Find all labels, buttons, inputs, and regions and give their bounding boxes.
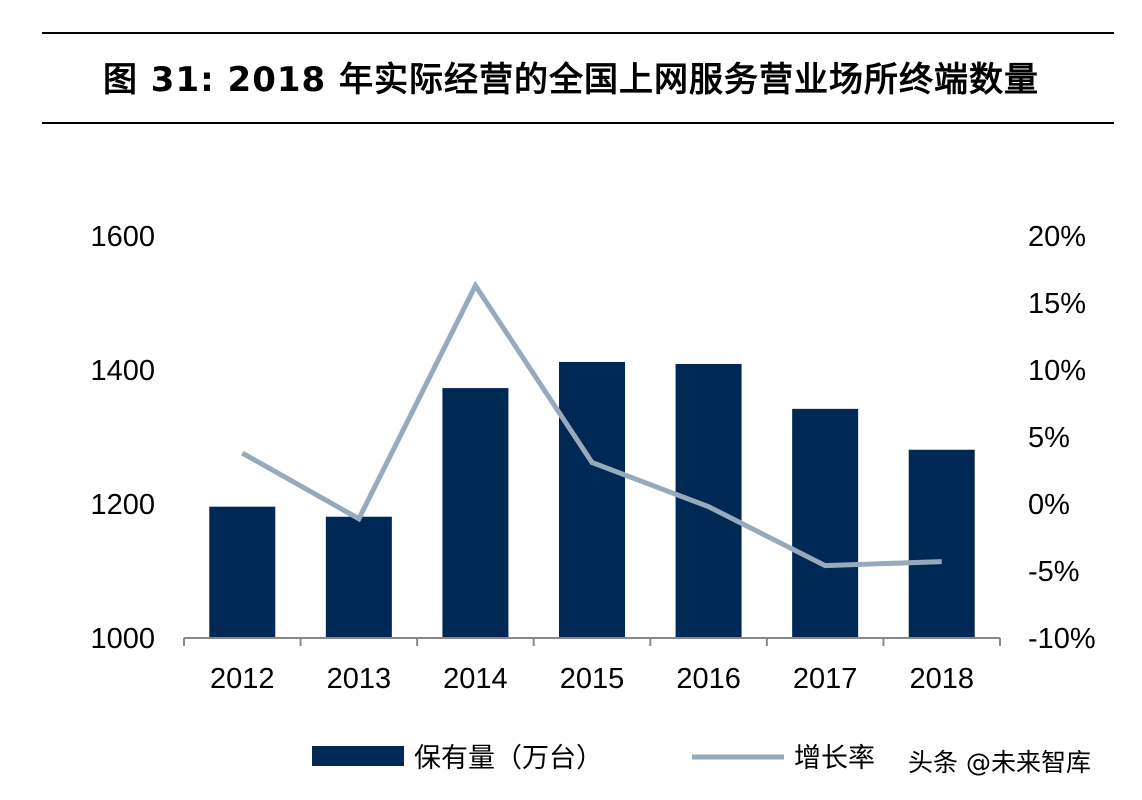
x-tick-label: 2017 [793,663,858,695]
bar-2014 [442,388,509,638]
legend-bar-swatch [312,746,404,766]
y-left-tick-label: 1200 [90,489,155,521]
y-right-tick-label: 5% [1028,422,1070,454]
bar-2017 [792,408,859,638]
x-tick-label: 2012 [210,663,275,695]
x-tick-label: 2018 [909,663,974,695]
legend-line-label: 增长率 [794,743,875,774]
x-tick-label: 2015 [560,663,625,695]
y-right-tick-label: -5% [1028,556,1080,588]
y-left-tick-label: 1600 [90,221,155,253]
y-right-tick-label: 15% [1028,288,1086,320]
bar-2016 [675,363,742,638]
y-left-tick-label: 1400 [90,355,155,387]
legend-bar-label: 保有量（万台） [414,743,603,774]
bar-2018 [908,449,975,638]
y-right-tick-label: 20% [1028,221,1086,253]
y-right-tick-label: 10% [1028,355,1086,387]
chart-title: 图 31: 2018 年实际经营的全国上网服务营业场所终端数量 [102,60,1040,100]
bar-2015 [559,361,625,638]
title-rule [42,122,1114,124]
top-rule [42,32,1114,34]
bar-2013 [325,516,392,638]
bar-2012 [209,506,276,638]
watermark: 头条 @未来智库 [908,748,1091,777]
y-right-tick-label: 0% [1028,489,1070,521]
y-right-tick-label: -10% [1028,623,1096,655]
x-tick-label: 2016 [676,663,741,695]
x-tick-label: 2013 [327,663,392,695]
x-tick-label: 2014 [443,663,508,695]
y-left-tick-label: 1000 [90,623,155,655]
